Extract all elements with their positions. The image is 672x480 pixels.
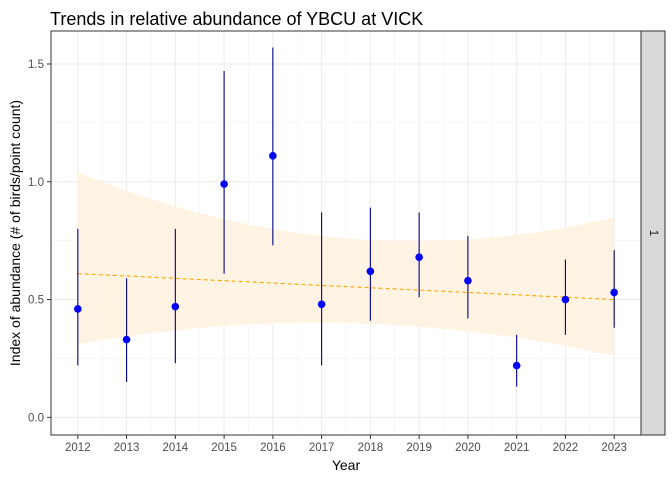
trend-confidence-band [77,172,615,357]
y-tick-label: 0.0 [28,412,44,424]
data-point-2012 [74,305,82,313]
x-tick-label: 2015 [211,442,237,454]
x-tick-label: 2018 [358,442,384,454]
x-axis: 2012 2013 2014 2015 2016 2017 2018 2019 2020 2021… [65,435,627,454]
y-axis-title: Index of abundance (# of birds/point cou… [7,100,23,366]
x-tick-label: 2022 [553,442,579,454]
x-tick-label: 2023 [601,442,627,454]
y-axis: 0.0 0.5 1.0 1.5 [28,59,51,424]
x-tick-label: 2019 [406,442,432,454]
x-tick-label: 2012 [65,442,91,454]
plot-panel [50,30,642,436]
trend-line [77,273,615,301]
data-point-2017 [317,300,326,309]
x-axis-title: Year [332,457,361,473]
y-tick-label: 1.5 [28,59,44,71]
y-tick-label: 1.0 [28,177,44,189]
chart-title: Trends in relative abundance of YBCU at … [50,9,423,29]
data-point-2015 [220,180,228,188]
confidence-band-layer [77,172,615,357]
x-tick-label: 2014 [163,442,189,454]
data-point-2013 [122,335,131,344]
data-point-2020 [464,276,472,285]
data-point-2019 [415,253,423,261]
facet-strip: 1 [640,30,666,436]
data-point-2023 [610,288,618,297]
x-tick-label: 2021 [504,442,530,454]
errorbar-layer [77,47,615,387]
x-tick-label: 2016 [260,442,286,454]
facet-strip-background [640,30,666,436]
data-point-2021 [512,361,521,370]
x-tick-label: 2020 [455,442,481,454]
x-tick-label: 2013 [114,442,140,454]
point-layer [74,152,618,370]
data-point-2018 [366,267,375,276]
x-tick-label: 2017 [309,442,335,454]
y-tick-label: 0.5 [28,295,44,307]
data-point-2016 [269,152,277,160]
facet-strip-label: 1 [647,230,659,236]
data-point-2014 [171,302,180,311]
data-point-2022 [561,295,570,304]
trend-line-layer [77,273,615,301]
